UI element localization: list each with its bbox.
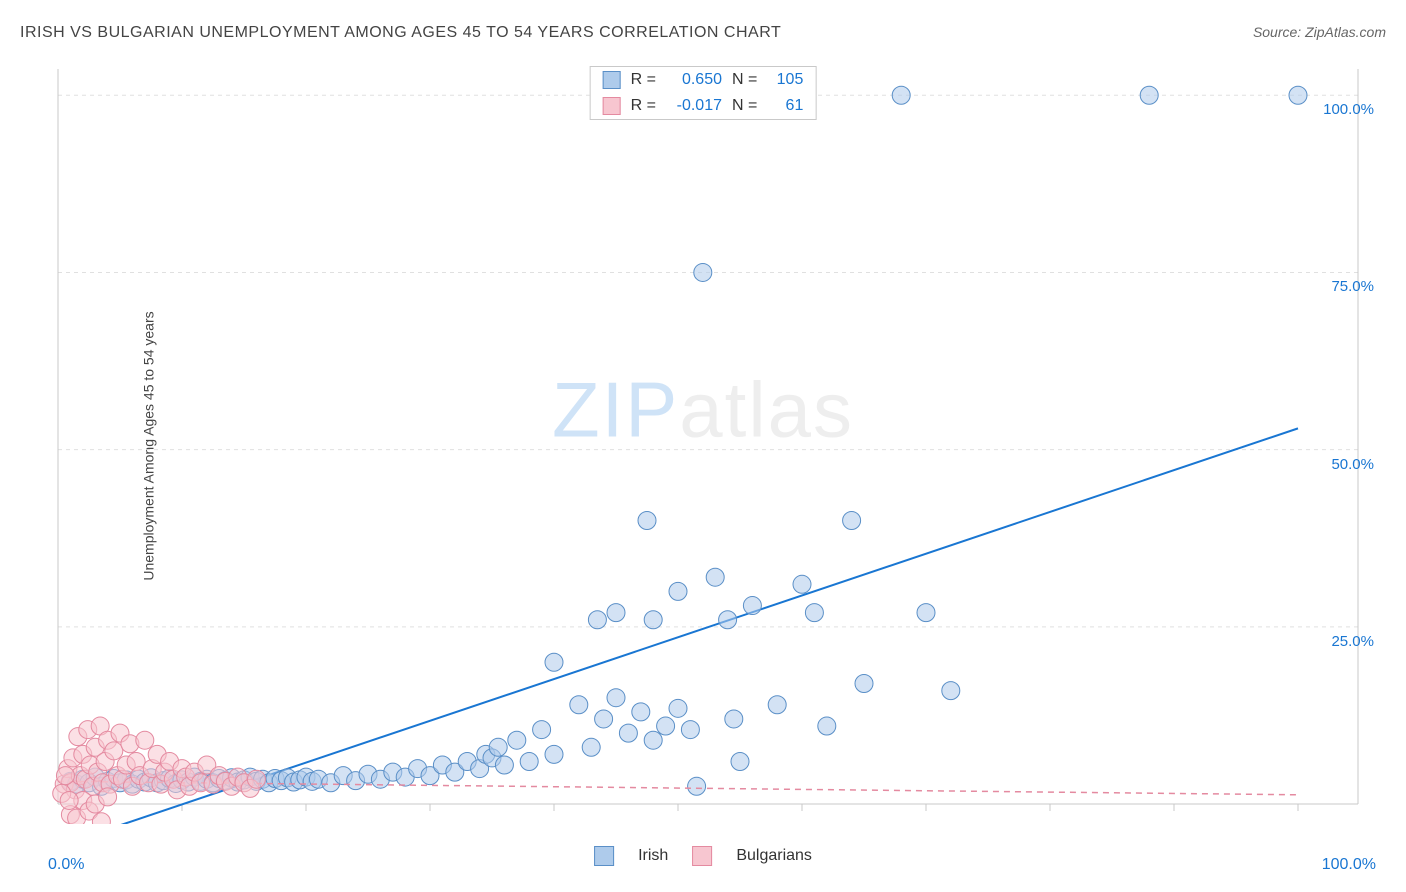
- scatter-plot: [48, 64, 1368, 824]
- stats-r-label: R =: [631, 71, 656, 89]
- stats-n-label: N =: [732, 97, 757, 115]
- y-tick-label: 25.0%: [1331, 633, 1374, 650]
- stats-r-value: -0.017: [666, 97, 722, 115]
- y-tick-label: 100.0%: [1323, 101, 1374, 118]
- legend-swatch-bulgarians: [692, 846, 712, 866]
- stats-n-label: N =: [732, 71, 757, 89]
- stats-row: R = -0.017 N = 61: [591, 93, 816, 119]
- series-legend: Irish Bulgarians: [594, 846, 812, 866]
- stats-r-label: R =: [631, 97, 656, 115]
- correlation-stats-box: R = 0.650 N = 105 R = -0.017 N = 61: [590, 66, 817, 120]
- y-tick-label: 75.0%: [1331, 278, 1374, 295]
- stats-swatch-bulgarians: [603, 97, 621, 115]
- x-axis-max-label: 100.0%: [1322, 856, 1376, 874]
- legend-label: Bulgarians: [736, 847, 812, 865]
- x-axis-min-label: 0.0%: [48, 856, 84, 874]
- stats-r-value: 0.650: [666, 71, 722, 89]
- stats-swatch-irish: [603, 71, 621, 89]
- stats-n-value: 61: [767, 97, 803, 115]
- chart-title: IRISH VS BULGARIAN UNEMPLOYMENT AMONG AG…: [20, 24, 781, 42]
- y-tick-label: 50.0%: [1331, 456, 1374, 473]
- legend-swatch-irish: [594, 846, 614, 866]
- legend-label: Irish: [638, 847, 668, 865]
- stats-row: R = 0.650 N = 105: [591, 67, 816, 93]
- chart-source: Source: ZipAtlas.com: [1253, 24, 1386, 40]
- stats-n-value: 105: [767, 71, 803, 89]
- chart-svg: [48, 64, 1368, 824]
